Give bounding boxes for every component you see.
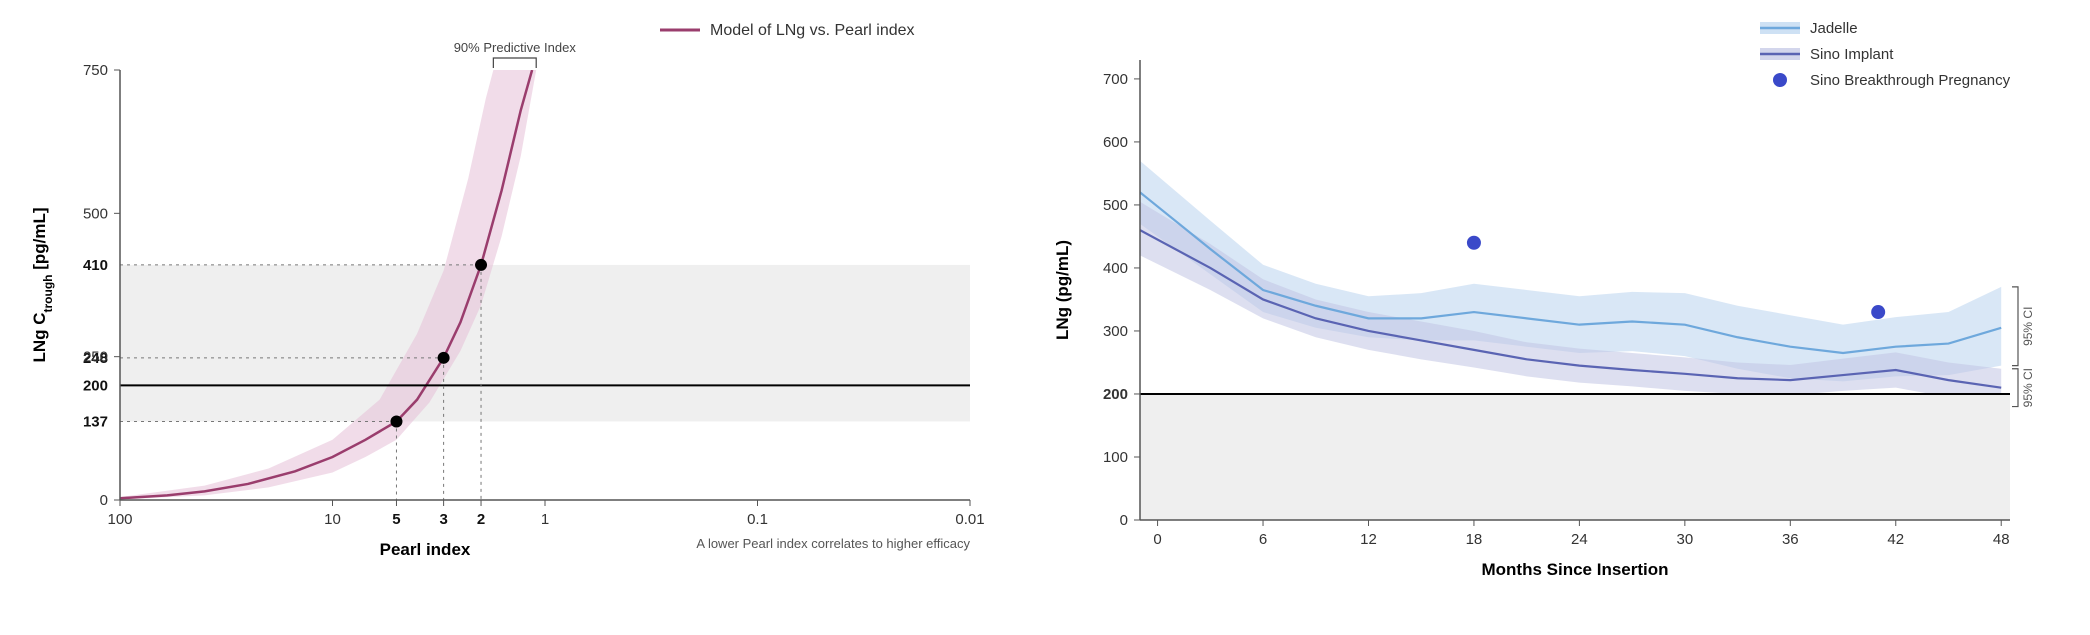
y-tick-label: 400: [1103, 260, 1128, 277]
x-tick-label: 1: [541, 511, 549, 528]
left-chart-svg: 01372002482504105007501001053210.10.01Pe…: [20, 10, 1020, 620]
ci-bracket-label: 95% CI: [2021, 368, 2035, 407]
y-tick-label: 100: [1103, 449, 1128, 466]
x-tick-label: 24: [1571, 531, 1588, 548]
x-tick-label: 36: [1782, 531, 1799, 548]
predictive-bracket: [493, 58, 536, 68]
ci-bracket-label: 95% CI: [2021, 307, 2035, 346]
left-chart-panel: 01372002482504105007501001053210.10.01Pe…: [20, 10, 1020, 625]
right-chart-svg: 0 100 200 300 400 500 600 700 0 6 12 18 24 30 36 42 48 Mo…: [1040, 10, 2090, 620]
y-tick-label: 250: [83, 349, 108, 366]
footnote: A lower Pearl index correlates to higher…: [696, 536, 970, 551]
x-tick-label: 30: [1677, 531, 1694, 548]
y-tick-label: 500: [83, 205, 108, 222]
legend: Model of LNg vs. Pearl index: [660, 22, 915, 39]
x-tick-label: 0: [1153, 531, 1161, 548]
x-tick-label: 42: [1887, 531, 1904, 548]
legend-label: Jadelle: [1810, 20, 1858, 37]
efficacy-shade-band: [120, 265, 970, 422]
y-tick-label: 200: [83, 377, 108, 394]
x-tick-label: 0.1: [747, 511, 768, 528]
breakthrough-point: [1467, 236, 1481, 250]
y-axis-label: LNg Ctrough [pg/mL]: [30, 207, 55, 362]
breakthrough-point: [1871, 305, 1885, 319]
x-tick-label: 18: [1466, 531, 1483, 548]
y-tick-label: 410: [83, 257, 108, 274]
x-tick-label: 3: [439, 511, 447, 528]
data-marker: [390, 415, 402, 427]
x-tick-label: 100: [107, 511, 132, 528]
y-tick-label: 600: [1103, 134, 1128, 151]
legend-label: Sino Breakthrough Pregnancy: [1810, 72, 2011, 89]
y-tick-label: 137: [83, 413, 108, 430]
low-concentration-shade: [1140, 394, 2010, 520]
data-marker: [475, 259, 487, 271]
ci-bracket: [2012, 287, 2018, 366]
x-tick-label: 5: [392, 511, 400, 528]
legend: Jadelle Sino Implant Sino Breakthrough Pre…: [1760, 20, 2011, 89]
x-axis-label: Pearl index: [380, 540, 471, 559]
x-tick-label: 2: [477, 511, 485, 528]
x-tick-label: 6: [1259, 531, 1267, 548]
y-tick-label: 750: [83, 62, 108, 79]
y-tick-label: 300: [1103, 323, 1128, 340]
x-axis-label: Months Since Insertion: [1481, 560, 1668, 579]
y-tick-label: 0: [1120, 512, 1128, 529]
legend-label: Sino Implant: [1810, 46, 1894, 63]
right-chart-panel: 0 100 200 300 400 500 600 700 0 6 12 18 24 30 36 42 48 Mo…: [1040, 10, 2090, 625]
y-axis-label: LNg (pg/mL): [1053, 240, 1072, 340]
x-tick-label: 0.01: [955, 511, 984, 528]
figure-container: 01372002482504105007501001053210.10.01Pe…: [0, 0, 2090, 635]
ci-bracket: [2012, 369, 2018, 407]
x-tick-label: 48: [1993, 531, 2010, 548]
data-marker: [438, 352, 450, 364]
y-tick-label: 0: [100, 492, 108, 509]
x-tick-label: 10: [324, 511, 341, 528]
y-tick-label: 500: [1103, 197, 1128, 214]
y-tick-label: 700: [1103, 71, 1128, 88]
predictive-bracket-label: 90% Predictive Index: [454, 40, 577, 55]
x-tick-label: 12: [1360, 531, 1377, 548]
legend-label: Model of LNg vs. Pearl index: [710, 22, 915, 39]
y-tick-label: 200: [1103, 386, 1128, 403]
